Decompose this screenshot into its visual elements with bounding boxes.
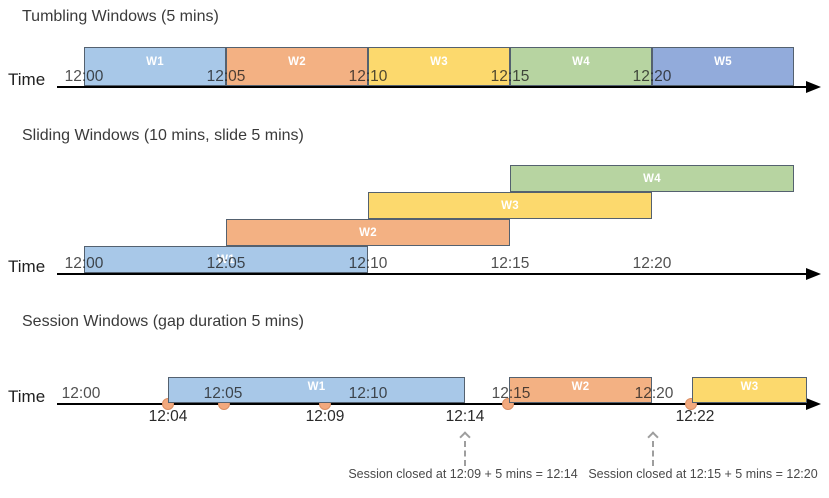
session-window-bar-w3: W3 — [692, 377, 807, 403]
tumbling-tick-label: 12:15 — [490, 68, 530, 85]
tumbling-window-bar-w3: W3 — [368, 47, 510, 86]
sliding-window-label: W1 — [217, 253, 235, 266]
session-annotation-text: Session closed at 12:15 + 5 mins = 12:20 — [588, 467, 818, 481]
tumbling-window-label: W2 — [288, 56, 306, 68]
sliding-tick-label: 12:20 — [632, 255, 672, 272]
sliding-tick-label: 12:10 — [348, 255, 388, 272]
session-time-axis — [57, 403, 808, 405]
session-tick-label: 12:05 — [203, 385, 243, 402]
session-event-time-label: 12:14 — [445, 408, 485, 425]
sliding-tick-label: 12:15 — [490, 255, 530, 272]
session-annotation-arrow-line — [652, 441, 654, 466]
sliding-window-label: W4 — [643, 172, 661, 185]
tumbling-axis-arrow-icon — [806, 81, 821, 93]
session-event-dot — [502, 398, 514, 410]
session-annotation-arrow-icon — [459, 431, 471, 443]
sliding-time-label: Time — [8, 257, 46, 276]
sliding-tick-label: 12:00 — [64, 255, 104, 272]
tumbling-tick-label: 12:05 — [206, 68, 246, 85]
session-event-time-label: 12:04 — [148, 408, 188, 425]
sliding-tick-label: 12:05 — [206, 255, 246, 272]
session-tick-label: 12:10 — [348, 385, 388, 402]
tumbling-window-label: W5 — [714, 56, 732, 68]
session-event-time-label: 12:09 — [305, 408, 345, 425]
session-event-dot — [685, 398, 697, 410]
session-time-label: Time — [8, 387, 46, 406]
tumbling-time-label: Time — [8, 70, 46, 89]
tumbling-title: Tumbling Windows (5 mins) — [22, 8, 219, 25]
session-event-time-label: 12:22 — [675, 408, 715, 425]
sliding-window-label: W3 — [501, 199, 519, 212]
session-annotation-arrow-icon — [647, 431, 659, 443]
sliding-window-bar-w3: W3 — [368, 192, 652, 219]
session-axis-arrow-icon — [806, 398, 821, 410]
session-annotation-arrow-line — [464, 441, 466, 466]
session-event-dot — [218, 398, 230, 410]
tumbling-window-label: W4 — [572, 56, 590, 68]
session-window-label: W2 — [571, 381, 590, 393]
session-title: Session Windows (gap duration 5 mins) — [22, 313, 304, 330]
sliding-window-bar-w4: W4 — [510, 165, 794, 192]
tumbling-window-label: W1 — [146, 56, 164, 68]
tumbling-window-bar-w4: W4 — [510, 47, 652, 86]
tumbling-tick-label: 12:20 — [632, 68, 672, 85]
sliding-time-axis — [57, 273, 808, 275]
tumbling-window-label: W3 — [430, 56, 448, 68]
session-annotation-text: Session closed at 12:09 + 5 mins = 12:14 — [348, 467, 578, 481]
tumbling-window-bar-w1: W1 — [84, 47, 226, 86]
session-tick-label: 12:20 — [634, 385, 674, 402]
session-tick-label: 12:15 — [491, 385, 531, 402]
session-event-dot — [319, 398, 331, 410]
session-window-bar-w2: W2 — [509, 377, 652, 403]
tumbling-tick-label: 12:10 — [348, 68, 388, 85]
tumbling-window-bar-w2: W2 — [226, 47, 368, 86]
session-tick-label: 12:00 — [61, 385, 101, 402]
session-window-bar-w1: W1 — [168, 377, 465, 403]
sliding-window-label: W2 — [359, 226, 377, 239]
session-window-label: W1 — [307, 381, 326, 393]
sliding-title: Sliding Windows (10 mins, slide 5 mins) — [22, 127, 304, 144]
sliding-window-bar-w1: W1 — [84, 246, 368, 273]
tumbling-time-axis — [57, 86, 808, 88]
sliding-window-bar-w2: W2 — [226, 219, 510, 246]
tumbling-window-bar-w5: W5 — [652, 47, 794, 86]
session-event-dot — [162, 398, 174, 410]
session-window-label: W3 — [740, 381, 759, 393]
tumbling-tick-label: 12:00 — [64, 68, 104, 85]
sliding-axis-arrow-icon — [806, 268, 821, 280]
